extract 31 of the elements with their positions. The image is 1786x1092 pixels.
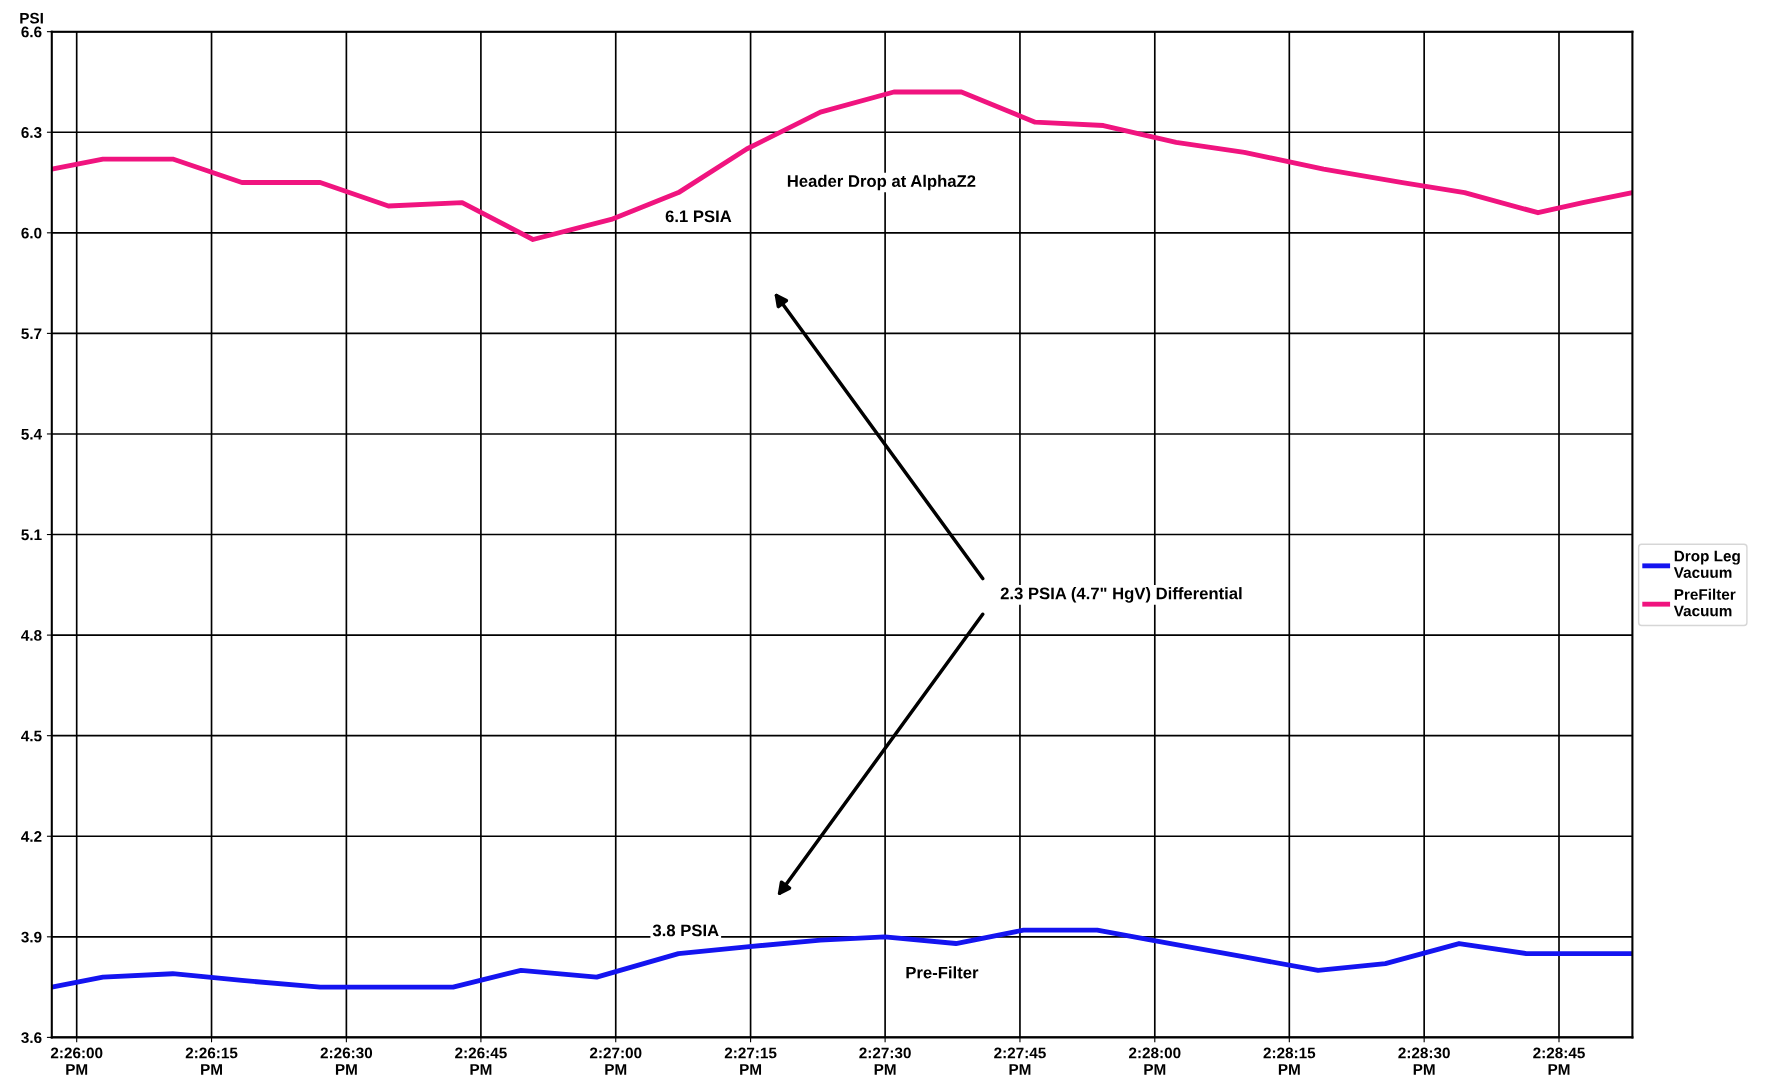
y-tick-label: 6.3 [21, 127, 42, 138]
y-tick-label: 6.0 [21, 227, 42, 239]
x-tick-label: 2:28:30 PM [1398, 1047, 1450, 1075]
x-tick-label: 2:28:00 PM [1129, 1047, 1181, 1075]
x-tick-label: 2:26:45 PM [455, 1047, 507, 1075]
y-tick-label: 6.6 [21, 26, 42, 38]
x-tick-label: 2:27:30 PM [859, 1047, 911, 1075]
y-tick-label: 3.9 [21, 931, 42, 943]
legend-label: PreFilter Vacuum [1673, 588, 1736, 617]
y-tick-label: 5.7 [21, 328, 42, 340]
x-tick-label: 2:28:15 PM [1263, 1047, 1316, 1075]
annotation: Header Drop at AlphaZ2 [787, 174, 976, 191]
x-tick-label: 2:26:30 PM [320, 1047, 373, 1075]
x-tick-label: 2:27:00 PM [589, 1047, 642, 1075]
x-tick-label: 2:27:15 PM [724, 1047, 777, 1075]
annotation: Pre-Filter [906, 966, 979, 979]
y-tick-label: 4.2 [21, 831, 42, 842]
legend-label: Drop Leg Vacuum [1673, 550, 1740, 578]
x-tick-label: 2:26:00 PM [50, 1047, 103, 1075]
x-tick-label: 2:27:45 PM [994, 1047, 1046, 1075]
x-tick-label: 2:26:15 PM [185, 1047, 238, 1075]
y-tick-label: 3.6 [21, 1032, 42, 1044]
y-axis-title: PSI [20, 12, 43, 24]
y-tick-label: 5.1 [21, 529, 42, 541]
annotation: 2.3 PSIA (4.7" HgV) Differential [1000, 587, 1242, 603]
annotation: 3.8 PSIA [652, 924, 719, 937]
y-tick-label: 4.5 [21, 730, 42, 742]
y-tick-label: 4.8 [21, 629, 42, 641]
annotation: 6.1 PSIA [665, 210, 732, 223]
x-tick-label: 2:28:45 PM [1533, 1047, 1585, 1075]
y-tick-label: 5.4 [21, 428, 42, 440]
